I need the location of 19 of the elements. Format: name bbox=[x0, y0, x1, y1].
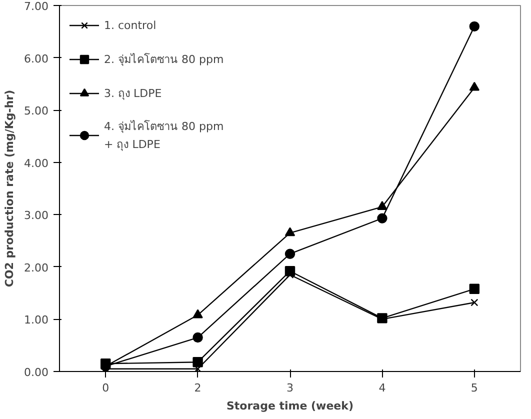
y-tick-label: 3.00 bbox=[24, 209, 49, 222]
x-axis-title: Storage time (week) bbox=[226, 400, 354, 412]
x-tick-label: 3 bbox=[286, 382, 294, 394]
legend-label: 3. ถุง LDPE bbox=[104, 86, 162, 102]
legend-label: 2. จุ่มไคโตซาน 80 ppm bbox=[104, 52, 224, 68]
y-axis-title: CO2 production rate (mg/Kg-hr) bbox=[3, 90, 16, 288]
y-tick-label: 2.00 bbox=[24, 261, 49, 274]
legend-label: 4. จุ่มไคโตซาน 80 ppm + ถุง LDPE bbox=[104, 119, 224, 153]
legend-label: 1. control bbox=[104, 18, 156, 32]
y-tick-label: 5.00 bbox=[24, 104, 49, 118]
x-tick-label: 4 bbox=[378, 382, 386, 394]
y-tick-label: 6.00 bbox=[24, 52, 49, 66]
x-tick-label: 0 bbox=[102, 382, 110, 394]
y-tick-label: 1.00 bbox=[24, 314, 49, 327]
x-tick-label: 5 bbox=[470, 382, 478, 394]
x-tick-label: 2 bbox=[194, 382, 202, 394]
y-tick-label: 7.00 bbox=[24, 0, 49, 13]
y-tick-label: 4.00 bbox=[24, 156, 49, 170]
y-tick-label: 0.00 bbox=[24, 366, 49, 379]
